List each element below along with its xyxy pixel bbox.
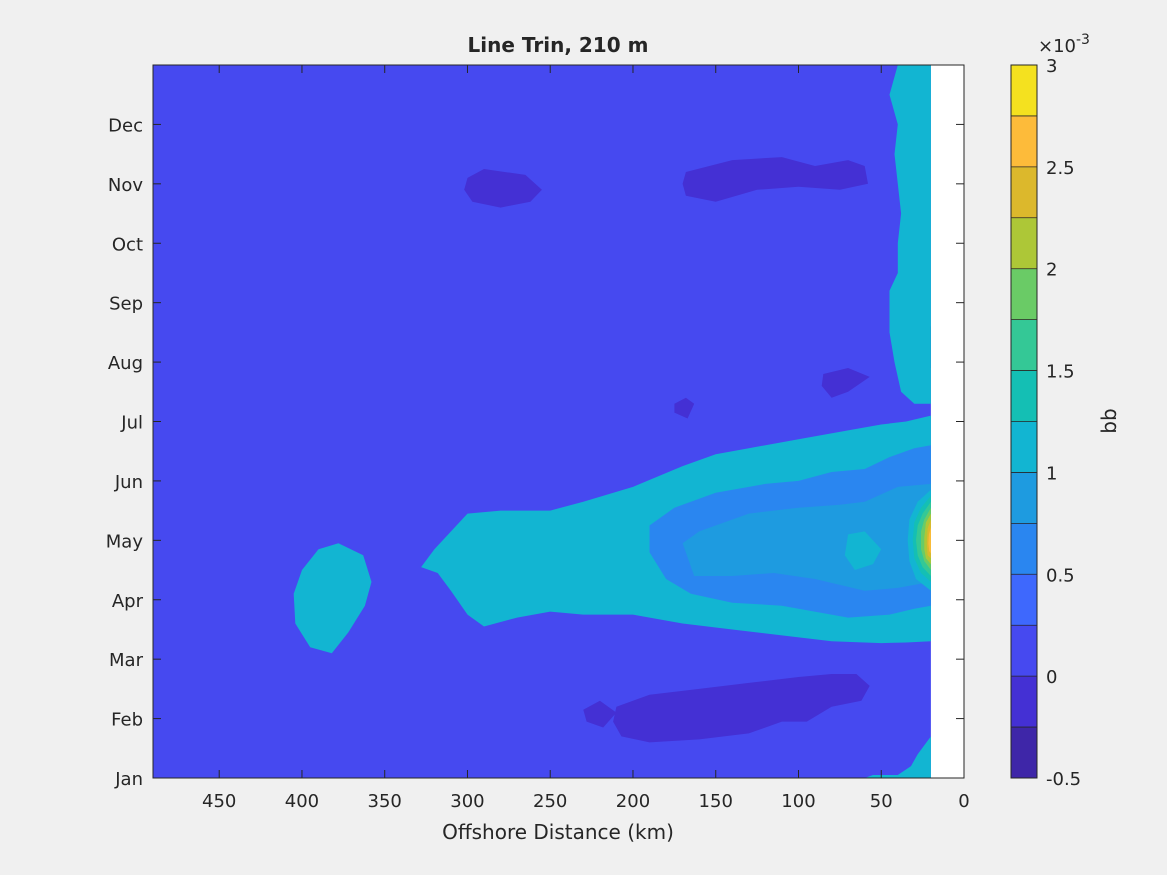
contour-region-21 [928, 527, 931, 554]
colorbar-label: bb [1097, 408, 1121, 433]
x-tick-label: 150 [699, 791, 733, 812]
colorbar-band [1011, 217, 1037, 269]
colorbar-tick-label: 2.5 [1046, 158, 1075, 179]
colorbar-bands [1011, 65, 1037, 778]
y-tick-label: May [106, 531, 144, 552]
colorbar-band [1011, 268, 1037, 320]
colorbar-band [1011, 319, 1037, 371]
y-tick-label: Apr [112, 591, 144, 612]
colorbar: -0.5 0 0.5 1 1.5 2 2.5 3 ×10-3 bb [1010, 32, 1121, 790]
colorbar-band [1011, 625, 1037, 677]
y-tick-label: Feb [111, 710, 143, 731]
colorbar-exponent-base: ×10 [1038, 36, 1076, 57]
colorbar-band [1011, 727, 1037, 778]
colorbar-band [1011, 370, 1037, 422]
x-axis-label: Offshore Distance (km) [442, 820, 674, 844]
colorbar-band [1011, 523, 1037, 575]
y-tick-label: Aug [108, 353, 143, 374]
y-tick-label: Jul [120, 413, 143, 434]
colorbar-exponent: ×10-3 [1038, 32, 1090, 57]
x-axis-ticks: 450 400 350 300 250 200 150 100 50 0 [202, 65, 970, 812]
y-tick-label: Dec [108, 115, 143, 136]
colorbar-exponent-power: -3 [1076, 32, 1090, 48]
chart-title: Line Trin, 210 m [468, 33, 649, 57]
contour-region-6 [583, 700, 617, 728]
colorbar-tick-label: 0 [1046, 667, 1057, 688]
colorbar-band [1011, 166, 1037, 218]
y-tick-label: Nov [108, 175, 143, 196]
y-tick-label: Mar [109, 650, 144, 671]
contour-fills [153, 65, 931, 778]
contour-region-4 [821, 368, 870, 398]
y-axis-ticks: Jan Feb Mar Apr May Jun Jul Aug Sep Oct Nov Dec [106, 115, 964, 790]
colorbar-frame [1010, 64, 1038, 779]
colorbar-tick-label: -0.5 [1046, 769, 1081, 790]
colorbar-band [1011, 65, 1037, 116]
x-tick-label: 300 [450, 791, 484, 812]
colorbar-band [1011, 574, 1037, 626]
y-tick-label: Sep [109, 294, 143, 315]
contour-region-14 [844, 531, 882, 570]
contour-region-2 [682, 157, 868, 202]
colorbar-ticks: -0.5 0 0.5 1 1.5 2 2.5 3 [1046, 56, 1081, 790]
colorbar-tick-label: 1.5 [1046, 362, 1075, 383]
colorbar-tick-label: 0.5 [1046, 565, 1075, 586]
contour-region-7 [613, 674, 870, 743]
colorbar-band [1011, 421, 1037, 473]
y-tick-label: Jun [114, 472, 143, 493]
x-tick-label: 450 [202, 791, 236, 812]
x-tick-label: 0 [958, 791, 969, 812]
contour-region-8 [889, 65, 931, 404]
x-tick-label: 200 [616, 791, 650, 812]
y-tick-label: Jan [114, 769, 143, 790]
x-tick-label: 50 [870, 791, 893, 812]
colorbar-band [1011, 472, 1037, 524]
plot-area [152, 64, 965, 779]
x-tick-label: 350 [368, 791, 402, 812]
contour-region-1 [464, 169, 542, 208]
colorbar-band [1011, 676, 1037, 728]
colorbar-band [1011, 115, 1037, 167]
x-tick-label: 250 [533, 791, 567, 812]
y-tick-label: Oct [112, 234, 143, 255]
colorbar-tick-label: 1 [1046, 463, 1057, 484]
contour-region-5 [674, 397, 695, 419]
contour-region-10 [293, 543, 372, 654]
colorbar-tick-label: 2 [1046, 260, 1057, 281]
x-tick-label: 400 [285, 791, 319, 812]
x-tick-label: 100 [781, 791, 815, 812]
colorbar-tick-label: 3 [1046, 56, 1057, 77]
contour-region-9 [864, 736, 931, 778]
